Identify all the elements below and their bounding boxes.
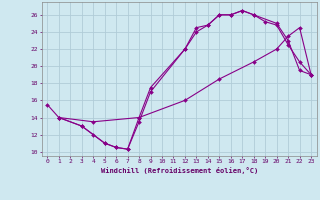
X-axis label: Windchill (Refroidissement éolien,°C): Windchill (Refroidissement éolien,°C)	[100, 167, 258, 174]
